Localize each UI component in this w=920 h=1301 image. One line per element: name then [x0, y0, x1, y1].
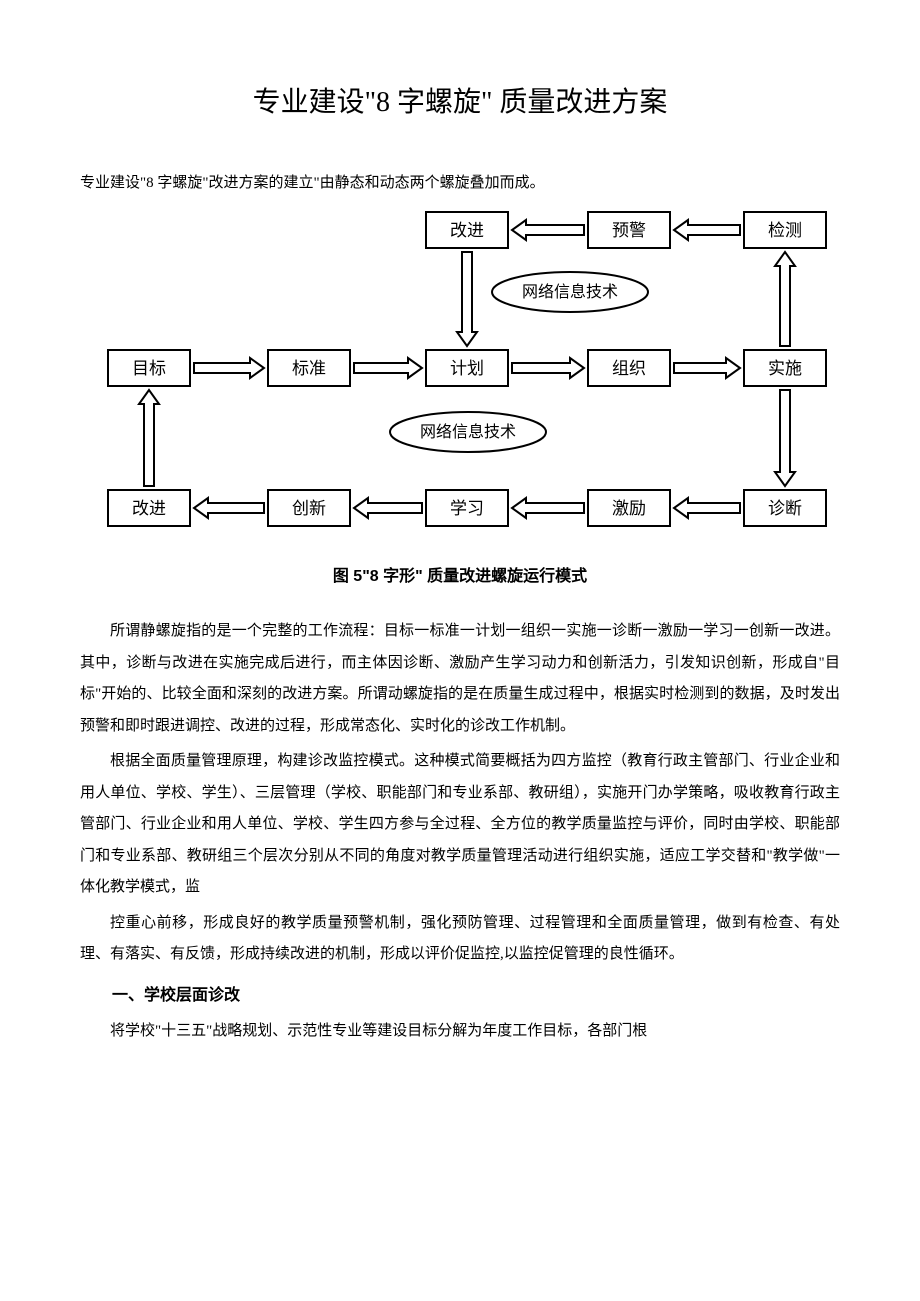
svg-text:网络信息技术: 网络信息技术 [522, 282, 618, 301]
paragraph-2: 根据全面质量管理原理，构建诊改监控模式。这种模式简要概括为四方监控（教育行政主管… [80, 746, 840, 904]
svg-text:检测: 检测 [768, 221, 802, 240]
paragraph-4: 将学校"十三五"战略规划、示范性专业等建设目标分解为年度工作目标，各部门根 [80, 1016, 840, 1048]
svg-text:学习: 学习 [450, 499, 484, 518]
section-heading-1: 一、学校层面诊改 [80, 979, 840, 1013]
svg-text:组织: 组织 [612, 359, 646, 378]
flowchart-diagram: 改进预警检测目标标准计划组织实施改进创新学习激励诊断网络信息技术网络信息技术 [80, 202, 840, 542]
svg-text:目标: 目标 [132, 359, 166, 378]
svg-text:改进: 改进 [450, 221, 484, 240]
paragraph-1: 所谓静螺旋指的是一个完整的工作流程：目标一标准一计划一组织一实施一诊断一激励一学… [80, 616, 840, 742]
svg-text:实施: 实施 [768, 359, 802, 378]
figure-caption: 图 5"8 字形" 质量改进螺旋运行模式 [80, 562, 840, 586]
document-title: 专业建设"8 字螺旋" 质量改进方案 [80, 80, 840, 120]
svg-text:网络信息技术: 网络信息技术 [420, 422, 516, 441]
svg-text:诊断: 诊断 [768, 499, 802, 518]
svg-text:标准: 标准 [292, 359, 326, 378]
intro-paragraph: 专业建设"8 字螺旋"改进方案的建立"由静态和动态两个螺旋叠加而成。 [80, 170, 840, 197]
svg-text:激励: 激励 [612, 499, 646, 518]
paragraph-3: 控重心前移，形成良好的教学质量预警机制，强化预防管理、过程管理和全面质量管理，做… [80, 908, 840, 971]
svg-text:预警: 预警 [612, 221, 646, 240]
svg-text:创新: 创新 [292, 499, 326, 518]
svg-text:计划: 计划 [450, 359, 484, 378]
svg-text:改进: 改进 [132, 499, 166, 518]
flowchart-svg: 改进预警检测目标标准计划组织实施改进创新学习激励诊断网络信息技术网络信息技术 [80, 202, 840, 542]
